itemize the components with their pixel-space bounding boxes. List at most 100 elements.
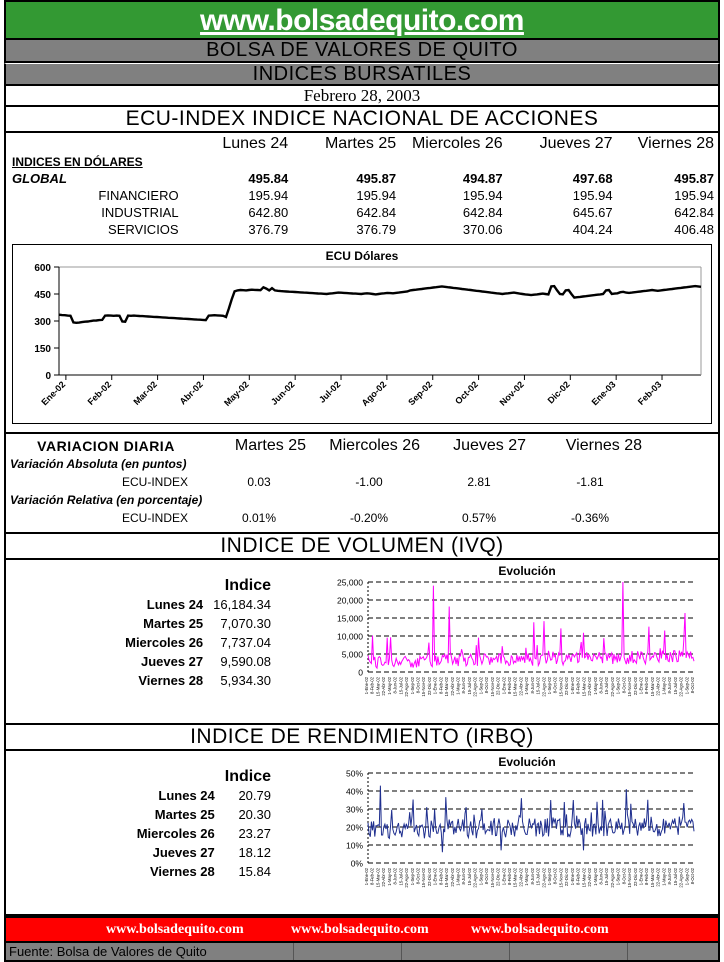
- svg-text:15-Mar-02: 15-Mar-02: [444, 676, 449, 696]
- ecu-index-section-title: ECU-INDEX INDICE NACIONAL DE ACCIONES: [4, 107, 720, 133]
- svg-text:1-May-02: 1-May-02: [387, 676, 392, 694]
- footer-link-1[interactable]: www.bolsadequito.com: [106, 922, 244, 937]
- svg-text:15,000: 15,000: [337, 614, 363, 624]
- svg-text:22-Dic-02: 22-Dic-02: [564, 867, 569, 886]
- svg-text:1-May-02: 1-May-02: [524, 867, 529, 885]
- svg-text:1-Sep-02: 1-Sep-02: [478, 676, 483, 694]
- svg-text:22-Abr-02: 22-Abr-02: [450, 867, 455, 886]
- svg-text:1-Ene-02: 1-Ene-02: [433, 867, 438, 885]
- table-row: Jueves 27 9,590.08: [6, 652, 316, 671]
- website-link[interactable]: www.bolsadequito.com: [200, 4, 524, 37]
- svg-text:0%: 0%: [351, 859, 364, 869]
- svg-text:Feb-02: Feb-02: [86, 379, 114, 407]
- website-banner[interactable]: www.bolsadequito.com: [4, 0, 720, 40]
- cell-servicios-miercoles: 370.06: [462, 222, 503, 237]
- svg-text:22-Abr-02: 22-Abr-02: [518, 676, 523, 695]
- svg-text:Ene-03: Ene-03: [590, 379, 618, 407]
- yield-value-martes: 20.30: [238, 807, 271, 822]
- col-header-martes: Martes 25: [324, 135, 397, 152]
- svg-text:15-Mar-02: 15-Mar-02: [650, 676, 655, 696]
- var-col-jueves: Jueves 27: [453, 437, 526, 454]
- svg-text:15-Nov-02: 15-Nov-02: [558, 867, 563, 887]
- svg-text:8-Feb-02: 8-Feb-02: [370, 867, 375, 885]
- table-row: ECU-INDEX 0.03 -1.00 2.81 -1.81: [6, 473, 718, 491]
- index-table-block: Lunes 24 Martes 25 Miercoles 26 Jueves 2…: [4, 133, 720, 434]
- svg-text:20,000: 20,000: [337, 596, 363, 606]
- svg-text:22-Dic-02: 22-Dic-02: [427, 867, 432, 886]
- svg-text:1-Ene-02: 1-Ene-02: [501, 676, 506, 694]
- yield-day-martes: Martes 25: [154, 807, 215, 822]
- cell-servicios-jueves: 404.24: [572, 222, 613, 237]
- svg-text:30%: 30%: [346, 805, 363, 815]
- svg-text:Nov-02: Nov-02: [498, 379, 526, 407]
- volume-evolution-chart: Evolución 0 5,000 10,000 15,000 20,000 25,000…: [316, 564, 718, 714]
- svg-text:Feb-03: Feb-03: [636, 379, 664, 407]
- var-col-viernes: Viernes 28: [565, 437, 642, 454]
- ecu-chart-svg: 0 150 300 450 600 Ene-02 Feb-02 Mar-02 Abr-02 May…: [34, 263, 702, 408]
- table-row: INDUSTRIAL 642.80 642.84 642.84 645.67 6…: [6, 204, 718, 221]
- svg-text:450: 450: [34, 290, 51, 301]
- svg-text:1-May-02: 1-May-02: [661, 867, 666, 885]
- footer-link-3[interactable]: www.bolsadequito.com: [471, 922, 609, 937]
- cell-industrial-viernes: 642.84: [674, 205, 714, 220]
- table-row: Martes 25 20.30: [6, 805, 316, 824]
- cell-global-lunes: 495.84: [248, 171, 289, 186]
- table-row: Viernes 28 5,934.30: [6, 671, 316, 690]
- subtitle-banner: INDICES BURSATILES: [4, 63, 720, 86]
- svg-text:Ene-02: Ene-02: [39, 379, 67, 407]
- var-abs-viernes: -1.81: [576, 475, 604, 489]
- cell-financiero-martes: 195.94: [356, 188, 397, 203]
- svg-text:1-Sep-02: 1-Sep-02: [410, 867, 415, 885]
- index-table-header-row: Lunes 24 Martes 25 Miercoles 26 Jueves 2…: [6, 135, 718, 153]
- svg-text:22-Ago-02: 22-Ago-02: [404, 867, 409, 887]
- svg-text:22-Ago-02: 22-Ago-02: [473, 676, 478, 696]
- cell-global-martes: 495.87: [356, 171, 397, 186]
- svg-text:15-Nov-02: 15-Nov-02: [558, 676, 563, 696]
- svg-text:15-Mar-02: 15-Mar-02: [513, 676, 518, 696]
- col-header-miercoles: Miercoles 26: [411, 135, 503, 152]
- svg-text:15-Mar-02: 15-Mar-02: [375, 676, 380, 696]
- svg-text:22-Dic-02: 22-Dic-02: [496, 676, 501, 695]
- volume-day-jueves: Jueves 27: [140, 654, 204, 669]
- table-row: Lunes 24 20.79: [6, 786, 316, 805]
- cell-servicios-viernes: 406.48: [674, 222, 714, 237]
- svg-text:8-Jun-02: 8-Jun-02: [598, 676, 603, 693]
- svg-text:1-Sep-02: 1-Sep-02: [410, 676, 415, 694]
- svg-text:15-Nov-02: 15-Nov-02: [490, 676, 495, 696]
- svg-text:8-Oct-02: 8-Oct-02: [553, 676, 558, 693]
- svg-text:8-Oct-02: 8-Oct-02: [415, 676, 420, 693]
- svg-text:8-Feb-02: 8-Feb-02: [438, 676, 443, 694]
- yield-day-lunes: Lunes 24: [158, 788, 215, 803]
- volume-day-viernes: Viernes 28: [138, 673, 204, 688]
- svg-text:1-Sep-02: 1-Sep-02: [547, 867, 552, 885]
- svg-text:8-Oct-02: 8-Oct-02: [621, 867, 626, 884]
- svg-text:22-Abr-02: 22-Abr-02: [381, 676, 386, 695]
- svg-text:1-May-02: 1-May-02: [524, 676, 529, 694]
- svg-text:22-Ago-02: 22-Ago-02: [473, 867, 478, 887]
- svg-text:1-May-02: 1-May-02: [661, 676, 666, 694]
- table-row: Jueves 27 18.12: [6, 843, 316, 862]
- svg-text:15-Nov-02: 15-Nov-02: [421, 676, 426, 696]
- svg-text:8-Jun-02: 8-Jun-02: [530, 867, 535, 884]
- cell-industrial-miercoles: 642.84: [462, 205, 503, 220]
- col-header-viernes: Viernes 28: [637, 135, 714, 152]
- exchange-name-banner: BOLSA DE VALORES DE QUITO: [4, 40, 720, 63]
- svg-text:22-Abr-02: 22-Abr-02: [450, 676, 455, 695]
- svg-text:1-Sep-02: 1-Sep-02: [616, 867, 621, 885]
- row-label-industrial: INDUSTRIAL: [101, 205, 179, 220]
- svg-text:8-Oct-02: 8-Oct-02: [690, 867, 695, 884]
- yield-value-jueves: 18.12: [238, 845, 271, 860]
- svg-text:22-Dic-02: 22-Dic-02: [427, 676, 432, 695]
- svg-text:50%: 50%: [346, 769, 363, 779]
- svg-text:8-Jun-02: 8-Jun-02: [598, 867, 603, 884]
- svg-text:25,000: 25,000: [337, 578, 363, 588]
- volume-table: Indice Lunes 24 16,184.34 Martes 25 7,07…: [6, 576, 316, 690]
- row-label-servicios: SERVICIOS: [108, 222, 179, 237]
- col-header-lunes: Lunes 24: [222, 135, 289, 152]
- footer-link-2[interactable]: www.bolsadequito.com: [291, 922, 429, 937]
- svg-text:Sep-02: Sep-02: [406, 379, 434, 407]
- table-row: ECU-INDEX 0.01% -0.20% 0.57% -0.36%: [6, 509, 718, 527]
- svg-text:22-Ago-02: 22-Ago-02: [679, 676, 684, 696]
- yield-table-area: Indice Lunes 24 20.79 Martes 25 20.30 Mi…: [6, 751, 316, 881]
